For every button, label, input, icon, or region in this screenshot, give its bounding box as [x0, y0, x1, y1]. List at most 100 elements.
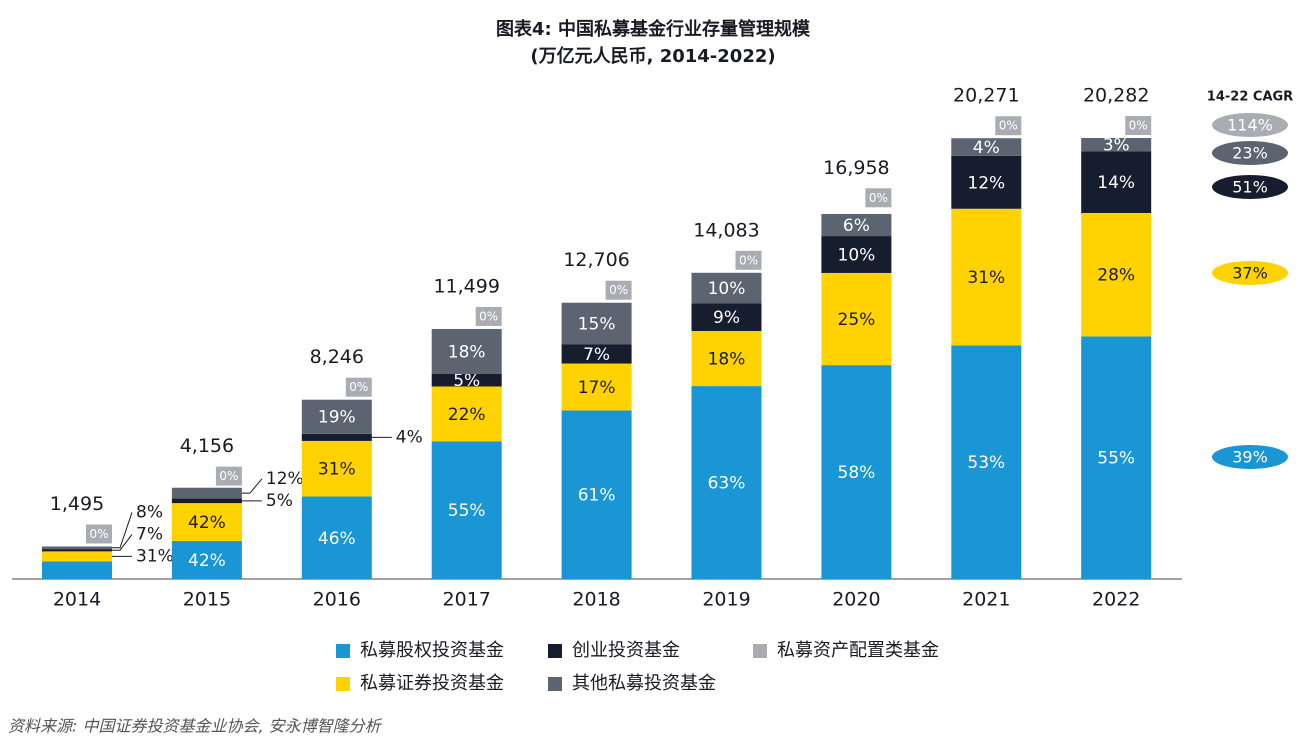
legend-label: 其他私募投资基金: [572, 673, 716, 694]
data-label: 4%: [396, 427, 423, 447]
bar-segment: [301, 496, 372, 579]
legend-label: 私募证券投资基金: [360, 673, 504, 694]
data-label: 31%: [318, 460, 356, 480]
bar-segment: [691, 386, 762, 579]
total-label: 14,083: [693, 219, 759, 241]
data-label: 58%: [838, 463, 876, 483]
data-label: 31%: [136, 546, 174, 566]
zero-label-box: [605, 280, 632, 300]
bar-segment: [42, 551, 112, 562]
data-label: 0%: [869, 191, 888, 205]
data-label: 61%: [578, 486, 616, 506]
data-label: 0%: [739, 253, 758, 267]
data-label: 10%: [708, 279, 746, 299]
bar-segment: [1081, 336, 1152, 579]
bar-segment: [691, 272, 762, 304]
bar-segment: [171, 498, 242, 504]
bar-segment: [431, 441, 502, 579]
bar-segment: [821, 272, 892, 366]
legend-swatch: [753, 644, 767, 658]
source-note: 资料来源: 中国证券投资基金业协会, 安永博智隆分析: [8, 717, 383, 736]
bar-segment: [301, 433, 372, 441]
x-tick-label: 2019: [702, 589, 750, 611]
bar-segment: [951, 208, 1022, 346]
data-label: 9%: [713, 308, 740, 328]
bar-segment: [1081, 212, 1152, 337]
data-label: 53%: [967, 453, 1005, 473]
zero-label-box: [995, 116, 1022, 136]
data-label: 18%: [708, 350, 746, 370]
bar-segment: [431, 373, 502, 387]
bar-segment: [42, 561, 112, 579]
x-tick-label: 2018: [572, 589, 620, 611]
bar-segment: [561, 410, 632, 579]
bar-segment: [301, 440, 372, 497]
data-label: 4%: [973, 138, 1000, 158]
x-tick-label: 2022: [1092, 589, 1140, 611]
data-label: 14%: [1097, 173, 1135, 193]
bar-segment: [301, 399, 372, 434]
data-label: 55%: [448, 501, 486, 521]
total-label: 20,271: [953, 85, 1019, 107]
data-label: 28%: [1097, 266, 1135, 286]
zero-label-box: [475, 306, 502, 326]
legend-label: 创业投资基金: [572, 640, 680, 661]
bar-segment: [821, 213, 892, 237]
bar-segment: [821, 236, 892, 273]
cagr-badge: [1212, 261, 1288, 285]
total-label: 8,246: [310, 346, 364, 368]
x-tick-label: 2020: [832, 589, 880, 611]
data-label: 22%: [448, 405, 486, 425]
legend-label: 私募股权投资基金: [360, 640, 504, 661]
data-label: 0%: [479, 309, 498, 323]
chart-title: 图表4: 中国私募基金行业存量管理规模: [496, 18, 811, 40]
data-label: 63%: [708, 474, 746, 494]
bar-segment: [431, 386, 502, 442]
cagr-label: 114%: [1227, 116, 1273, 135]
data-label: 19%: [318, 408, 356, 428]
data-label: 12%: [266, 469, 304, 489]
bar-segment: [1081, 138, 1152, 152]
cagr-label: 37%: [1232, 264, 1268, 283]
data-label: 18%: [448, 342, 486, 362]
bar-segment: [691, 303, 762, 331]
bar-segment: [951, 155, 1022, 209]
total-label: 11,499: [433, 275, 499, 297]
zero-label-box: [345, 377, 372, 397]
cagr-label: 23%: [1232, 144, 1268, 163]
bar-segment: [42, 546, 112, 550]
legend-swatch: [336, 644, 350, 658]
leader-line: [112, 534, 133, 551]
data-label: 0%: [89, 527, 108, 541]
x-tick-label: 2015: [183, 589, 231, 611]
cagr-label: 39%: [1232, 448, 1268, 467]
data-label: 46%: [318, 529, 356, 549]
legend-swatch: [548, 677, 562, 691]
cagr-badge: [1212, 141, 1288, 165]
legend-swatch: [548, 644, 562, 658]
x-tick-label: 2014: [53, 589, 101, 611]
data-label: 6%: [843, 216, 870, 236]
data-label: 5%: [266, 491, 293, 511]
data-label: 42%: [188, 513, 226, 533]
cagr-badge: [1212, 113, 1288, 137]
data-label: 17%: [578, 378, 616, 398]
data-label: 15%: [578, 314, 616, 334]
cagr-label: 51%: [1232, 178, 1268, 197]
chart-subtitle: (万亿元人民币, 2014-2022): [530, 45, 775, 67]
bar-segment: [171, 503, 242, 542]
cagr-title: 14-22 CAGR: [1207, 90, 1293, 105]
zero-label-box: [86, 524, 112, 544]
data-label: 7%: [583, 345, 610, 365]
cagr-badge: [1212, 445, 1288, 469]
bar-segment: [431, 328, 502, 374]
data-label: 0%: [1129, 119, 1148, 133]
bar-segment: [691, 330, 762, 387]
cagr-badge: [1212, 175, 1288, 199]
x-tick-label: 2016: [313, 589, 361, 611]
leader-line: [241, 478, 263, 494]
data-label: 8%: [136, 502, 163, 522]
zero-label-box: [1125, 116, 1152, 135]
bar-segment: [821, 365, 892, 579]
